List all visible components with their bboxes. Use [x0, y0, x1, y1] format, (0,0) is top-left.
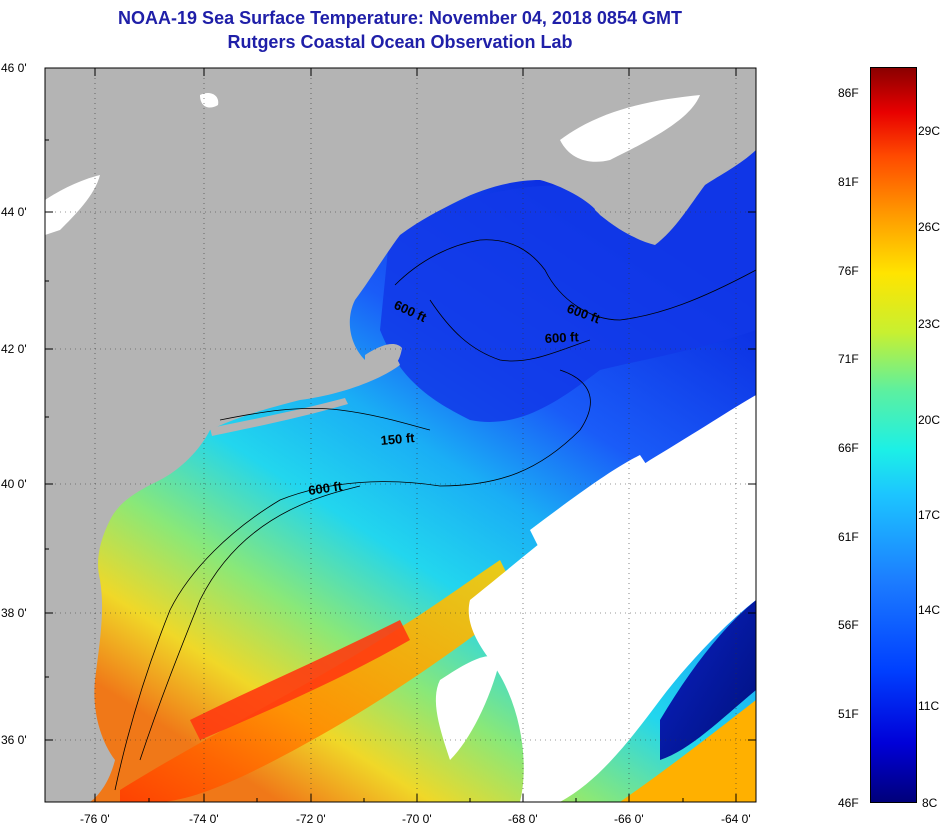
warm-water-band [190, 620, 410, 740]
colorbar-c-label: 8C [922, 796, 938, 810]
temperature-colorbar [870, 67, 917, 803]
land-cape-cod [365, 344, 402, 367]
lon-label: -64 0' [721, 812, 751, 826]
cloud-mask [435, 656, 500, 760]
colorbar-c-label: 29C [918, 124, 941, 138]
cloud-mask [468, 395, 756, 802]
land-mass-nova-scotia [590, 120, 756, 245]
cloud-mask [530, 455, 650, 550]
lat-label: 36 0' [1, 733, 27, 747]
map-grid [45, 68, 756, 802]
title-line-2: Rutgers Coastal Ocean Observation Lab [227, 32, 573, 52]
lon-label: -74 0' [189, 812, 219, 826]
contour-line [429, 299, 591, 362]
colorbar-c-label: 20C [918, 413, 941, 427]
lat-label: 42 0' [1, 342, 27, 356]
land-long-island [210, 398, 348, 436]
contour-label: 600 ft [307, 478, 343, 498]
colorbar-f-label: 56F [838, 618, 859, 632]
lon-label: -76 0' [80, 812, 110, 826]
cloud-over-land [45, 175, 100, 235]
lat-label: 46 0' [1, 61, 27, 75]
map-frame [44, 67, 757, 803]
lat-ticks [45, 67, 756, 741]
colorbar-c-label: 23C [918, 317, 941, 331]
colorbar-c-label: 26C [918, 220, 941, 234]
contour-line [394, 239, 756, 321]
colorbar-c-label: 11C [918, 699, 940, 713]
colorbar-f-label: 51F [838, 707, 859, 721]
cloud-over-land [560, 95, 700, 162]
colorbar-f-label: 46F [838, 796, 859, 810]
contour-label: 600 ft [544, 329, 579, 346]
colorbar-f-label: 66F [838, 441, 859, 455]
cloud-over-land [200, 93, 219, 108]
lon-label: -70 0' [402, 812, 432, 826]
colorbar-f-label: 86F [838, 86, 859, 100]
lat-label: 38 0' [1, 606, 27, 620]
lat-label: 44 0' [1, 205, 27, 219]
lon-ticks [94, 68, 737, 802]
lon-label: -66 0' [614, 812, 644, 826]
colorbar-f-label: 71F [838, 352, 859, 366]
lon-label: -72 0' [296, 812, 326, 826]
contour-line [114, 369, 591, 791]
colorbar-f-label: 61F [838, 530, 859, 544]
land-mass [45, 68, 756, 802]
colorbar-c-label: 14C [918, 603, 941, 617]
lat-label: 40 0' [1, 477, 27, 491]
contour-line [219, 407, 431, 431]
warm-water-band [620, 700, 756, 802]
contour-label: 150 ft [380, 430, 416, 448]
colorbar-f-label: 81F [838, 175, 859, 189]
cold-eddy [660, 600, 756, 760]
contour-line [139, 485, 361, 761]
colorbar-f-label: 76F [838, 264, 859, 278]
title-line-1: NOAA-19 Sea Surface Temperature: Novembe… [118, 8, 682, 28]
map-title: NOAA-19 Sea Surface Temperature: Novembe… [0, 6, 800, 54]
lon-label: -68 0' [508, 812, 538, 826]
colorbar-c-label: 17C [918, 508, 941, 522]
